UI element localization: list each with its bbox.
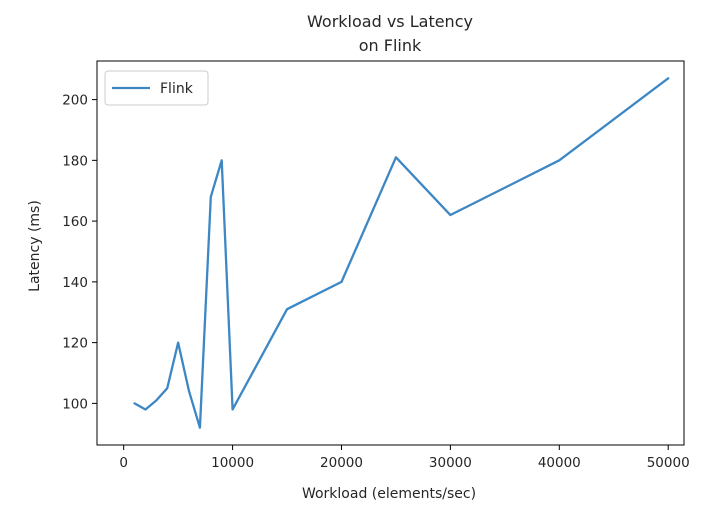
- x-axis-ticks: 0 10000 20000 30000 40000 50000: [119, 445, 690, 471]
- x-tick-label: 30000: [429, 455, 472, 471]
- plot-frame: [96, 60, 685, 446]
- plot-area: [96, 60, 685, 446]
- y-tick-label: 200: [62, 93, 88, 109]
- y-axis-label: Latency (ms): [27, 200, 43, 292]
- x-tick-label: 20000: [320, 455, 363, 471]
- series-line-flink: [133, 77, 670, 429]
- x-tick-label: 50000: [647, 455, 690, 471]
- x-axis-label: Workload (elements/sec): [302, 486, 476, 502]
- legend-box: [104, 70, 209, 106]
- y-tick-label: 180: [62, 153, 88, 169]
- legend-label: Flink: [160, 81, 194, 97]
- y-tick-label: 140: [62, 275, 88, 291]
- y-axis-ticks: 100 120 140 160 180 200: [62, 93, 97, 412]
- y-tick-label: 120: [62, 336, 88, 352]
- chart-subtitle: on Flink: [359, 36, 422, 55]
- series-layer: [133, 77, 670, 429]
- legend: Flink: [104, 70, 209, 106]
- y-tick-label: 160: [62, 214, 88, 230]
- x-tick-label: 0: [119, 455, 128, 471]
- chart-title: Workload vs Latency: [307, 12, 473, 31]
- x-tick-label: 10000: [211, 455, 254, 471]
- x-tick-label: 40000: [538, 455, 581, 471]
- y-tick-label: 100: [62, 396, 88, 412]
